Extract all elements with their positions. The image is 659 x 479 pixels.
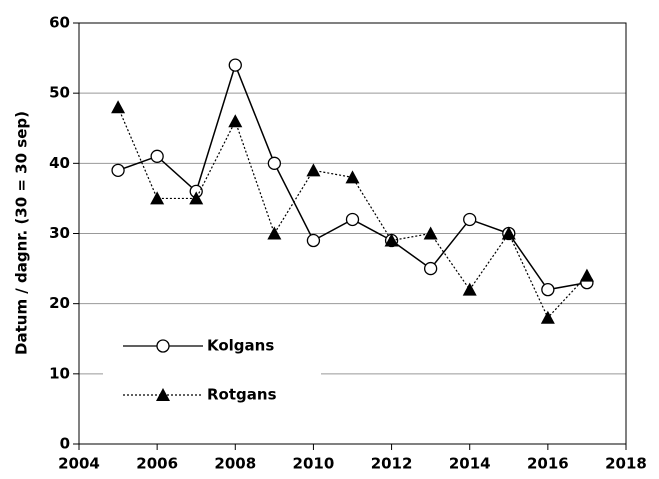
marker (540, 310, 555, 324)
y-tick-label: 50 (49, 84, 70, 102)
marker (345, 170, 360, 184)
marker (267, 226, 282, 240)
marker (306, 163, 321, 177)
y-tick-label: 10 (49, 364, 70, 382)
x-tick-label: 2016 (527, 455, 569, 473)
legend-label: Kolgans (207, 337, 274, 355)
x-tick-label: 2012 (371, 455, 413, 473)
y-axis-label: Datum / dagnr. (30 = 30 sep) (13, 111, 31, 355)
y-tick-label: 20 (49, 294, 70, 312)
x-tick-label: 2010 (293, 455, 335, 473)
marker (111, 163, 125, 178)
y-tick-label: 60 (49, 14, 70, 32)
x-tick-label: 2006 (136, 455, 178, 473)
marker (541, 282, 555, 297)
plot-frame (78, 22, 627, 445)
marker (501, 226, 516, 240)
x-tick-label: 2004 (58, 455, 100, 473)
series-line (117, 106, 588, 319)
marker (345, 212, 360, 227)
marker (462, 282, 477, 296)
x-tick-label: 2018 (605, 455, 647, 473)
marker (384, 233, 399, 247)
legend: Kolgans Rotgans (103, 318, 321, 410)
marker (463, 212, 477, 227)
y-tick-label: 40 (49, 154, 70, 172)
series (111, 100, 594, 324)
marker (189, 191, 204, 205)
legend-marker (156, 388, 170, 401)
legend-label: Rotgans (207, 386, 277, 404)
marker (423, 261, 438, 276)
marker (150, 191, 165, 205)
marker (306, 233, 321, 248)
x-tick-label: 2008 (214, 455, 256, 473)
marker (579, 268, 594, 282)
legend-marker (156, 339, 170, 353)
y-tick-label: 0 (60, 435, 70, 453)
x-tick-label: 2014 (449, 455, 491, 473)
y-tick-label: 30 (49, 224, 70, 242)
marker (228, 58, 242, 72)
marker (150, 149, 164, 163)
marker (111, 100, 126, 114)
marker (228, 114, 243, 128)
marker (423, 226, 438, 240)
marker (267, 156, 282, 170)
